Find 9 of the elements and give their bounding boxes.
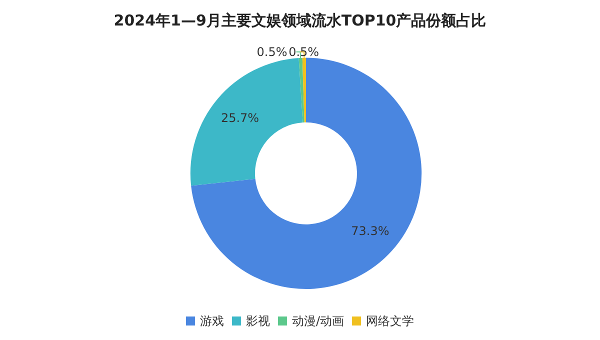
legend-label: 游戏 <box>200 314 224 328</box>
data-label: 0.5% <box>256 44 288 59</box>
legend-label: 影视 <box>246 314 270 328</box>
data-label: 25.7% <box>220 110 260 125</box>
legend-label: 网络文学 <box>366 314 414 328</box>
data-label: 73.3% <box>351 224 390 238</box>
data-label: 0.5% <box>288 44 320 59</box>
legend-label: 动漫/动画 <box>292 314 344 328</box>
chart-title: 2024年1—9月主要文娱领域流水TOP10产品份额占比 <box>114 12 486 30</box>
